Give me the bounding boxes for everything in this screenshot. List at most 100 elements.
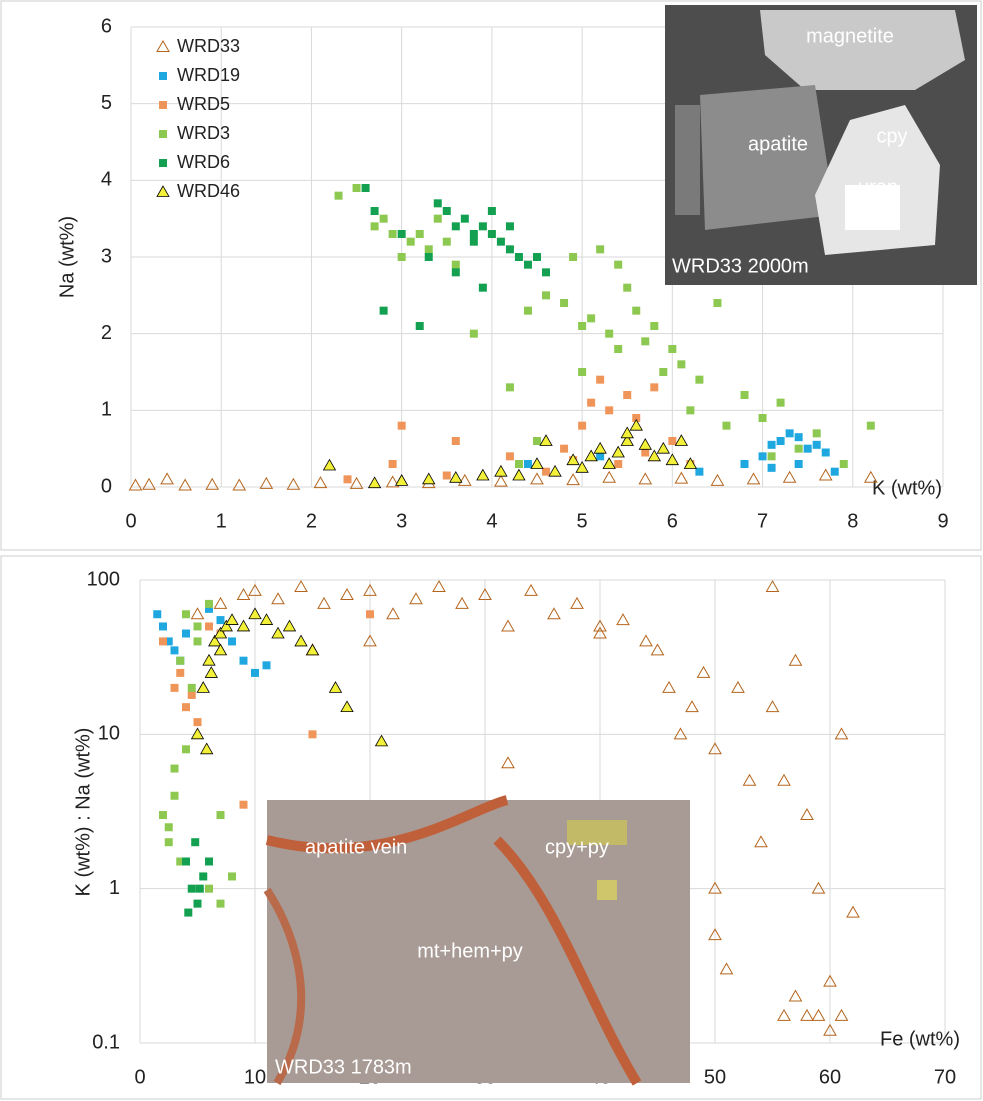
point [740, 460, 749, 468]
legend-label: WRD5 [177, 94, 230, 114]
point [424, 245, 433, 254]
point [397, 253, 406, 261]
point [530, 457, 544, 469]
point [812, 429, 821, 438]
x-tick-label: 8 [847, 510, 858, 532]
point [153, 610, 162, 619]
point [710, 473, 725, 486]
point [788, 989, 803, 1002]
point [754, 835, 768, 848]
point [213, 643, 228, 656]
point [415, 322, 424, 330]
point [587, 314, 596, 323]
point [542, 291, 551, 300]
point [818, 468, 833, 481]
point [370, 222, 379, 231]
point [164, 823, 173, 832]
point [505, 383, 514, 392]
point [614, 345, 623, 353]
point [639, 634, 653, 647]
inset-grain [567, 820, 627, 845]
point [512, 468, 526, 481]
point [641, 448, 650, 457]
point [683, 457, 698, 469]
point [282, 619, 297, 632]
point [451, 268, 460, 277]
point [388, 460, 397, 468]
point [397, 230, 406, 238]
point [863, 470, 878, 483]
x-axis-label: Fe (wt%) [880, 1028, 960, 1050]
point [514, 460, 523, 468]
annotation: cpy [876, 125, 907, 147]
point [199, 872, 208, 881]
point [176, 656, 185, 665]
point [794, 433, 803, 442]
point [248, 607, 262, 620]
point [228, 872, 236, 881]
point [673, 727, 688, 740]
point [496, 237, 505, 246]
point [205, 857, 213, 866]
point [584, 449, 598, 462]
point [415, 230, 424, 238]
point [821, 448, 830, 457]
point [501, 756, 515, 769]
point [433, 199, 442, 208]
point [767, 463, 776, 472]
point [560, 299, 569, 307]
inset-grain [760, 10, 965, 90]
point [686, 406, 695, 415]
point [794, 444, 803, 453]
point [190, 727, 205, 740]
point [200, 742, 214, 755]
legend-label: WRD19 [177, 65, 240, 85]
point [656, 441, 671, 454]
point [638, 472, 653, 485]
y-axis-label: K (wt%) : Na (wt%) [72, 728, 94, 897]
y-tick-label: 0 [101, 475, 112, 497]
point [650, 643, 665, 656]
point [742, 773, 757, 786]
x-tick-label: 1 [216, 510, 227, 532]
point [205, 599, 213, 608]
annotation: WRD33 1783m [275, 1056, 412, 1078]
point [494, 474, 508, 487]
point [313, 476, 328, 489]
point [367, 476, 382, 489]
point [193, 622, 202, 631]
point [647, 449, 661, 462]
point [232, 478, 247, 491]
annotation: magnetite [806, 25, 894, 47]
point [668, 437, 677, 445]
point [623, 391, 632, 399]
point [523, 260, 532, 269]
point [834, 727, 849, 740]
point [205, 622, 213, 631]
legend-marker [159, 159, 167, 167]
point [460, 214, 469, 223]
point [202, 653, 216, 666]
point [216, 899, 225, 908]
point [533, 253, 541, 261]
point [334, 191, 343, 200]
point [478, 283, 487, 292]
point [239, 800, 248, 809]
point [251, 668, 259, 677]
point [767, 452, 776, 461]
point [830, 467, 839, 476]
point [782, 470, 797, 483]
point [442, 471, 451, 480]
point [823, 1023, 837, 1036]
point [219, 619, 233, 632]
legend-marker [159, 130, 167, 138]
point [385, 475, 400, 488]
legend-label: WRD6 [177, 152, 230, 172]
point [182, 857, 190, 866]
point [523, 306, 532, 315]
legend-marker [159, 72, 167, 80]
point [758, 414, 767, 422]
point [349, 476, 364, 489]
annotation: apatite [748, 133, 808, 155]
point [394, 474, 409, 486]
